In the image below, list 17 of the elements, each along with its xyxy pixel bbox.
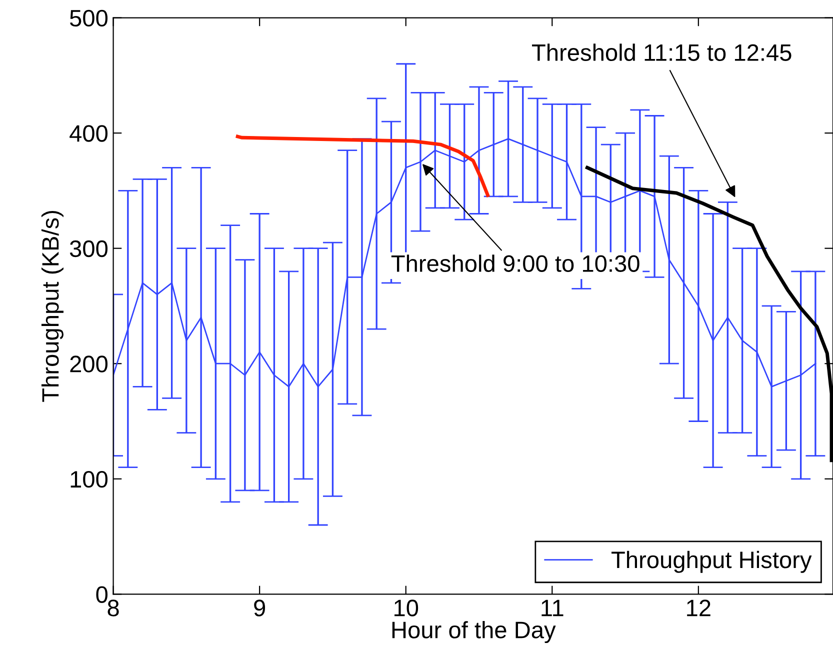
x-tick-label: 12 [687, 600, 710, 616]
y-tick-label: 300 [70, 240, 108, 258]
y-tick-label: 400 [70, 125, 108, 142]
y-tick-label: 500 [70, 10, 108, 27]
y-tick-label: 0 [96, 586, 108, 603]
y-axis-title: Throughput (KB/s) [41, 210, 64, 402]
legend-label: Throughput History [612, 550, 812, 573]
line-series [236, 134, 490, 198]
x-tick-label: 11 [542, 600, 564, 616]
y-tick-label: 200 [70, 356, 108, 372]
annotation: Threshold 9:00 to 10:30 [391, 254, 640, 272]
annotation: Threshold 11:15 to 12:45 [532, 44, 792, 61]
y-tick-label: 100 [70, 470, 108, 488]
x-tick-label: 8 [108, 600, 119, 616]
x-axis-title: Hour of the Day [392, 621, 556, 644]
x-tick-label: 9 [254, 600, 266, 616]
x-tick-label: 10 [394, 600, 418, 616]
